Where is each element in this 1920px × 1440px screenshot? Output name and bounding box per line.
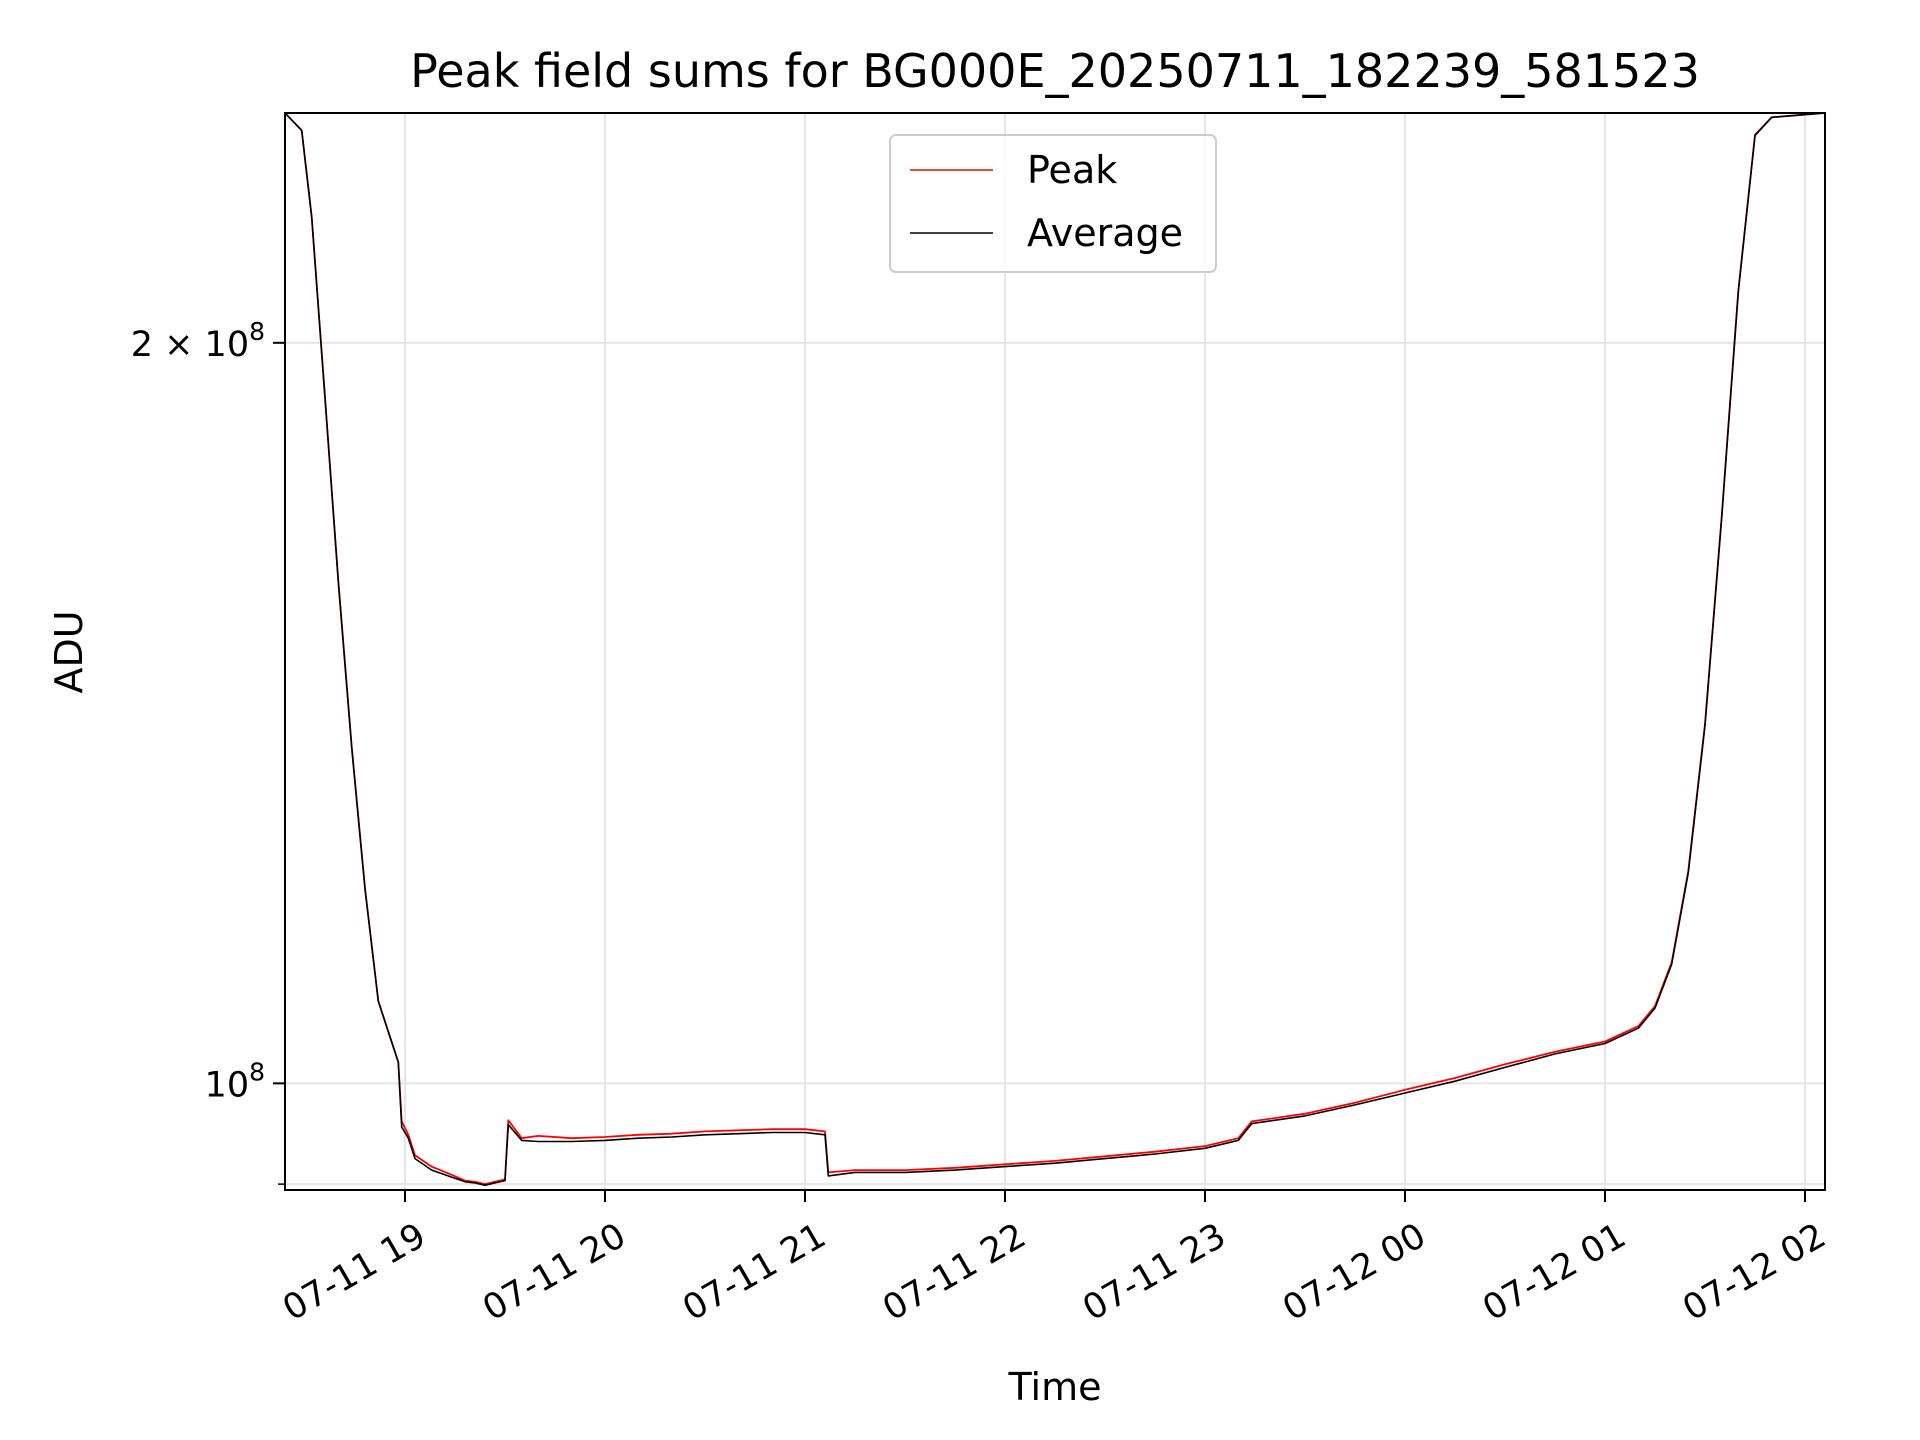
- y-tick-label: 2 × 108: [131, 317, 265, 365]
- legend: Peak Average: [889, 134, 1217, 273]
- y-tick-multiplier: 2 ×: [131, 325, 205, 365]
- legend-label-peak: Peak: [1027, 148, 1117, 192]
- y-axis-label: ADU: [47, 610, 91, 693]
- legend-label-average: Average: [1027, 211, 1183, 255]
- series-line-average: [284, 112, 1826, 1187]
- x-axis-label: Time: [1008, 1365, 1102, 1409]
- plot-series: [284, 112, 1826, 1187]
- grid-lines: [285, 113, 1825, 1190]
- y-tick-label: 108: [205, 1057, 265, 1105]
- y-tick-exponent: 8: [249, 1057, 265, 1086]
- chart-title: Peak field sums for BG000E_20250711_1822…: [410, 44, 1700, 98]
- y-tick-base: 10: [205, 325, 250, 365]
- y-tick-base: 10: [205, 1065, 250, 1105]
- plot-frame: [284, 112, 1826, 1191]
- series-line-peak: [284, 112, 1826, 1185]
- y-tick-exponent: 8: [249, 317, 265, 346]
